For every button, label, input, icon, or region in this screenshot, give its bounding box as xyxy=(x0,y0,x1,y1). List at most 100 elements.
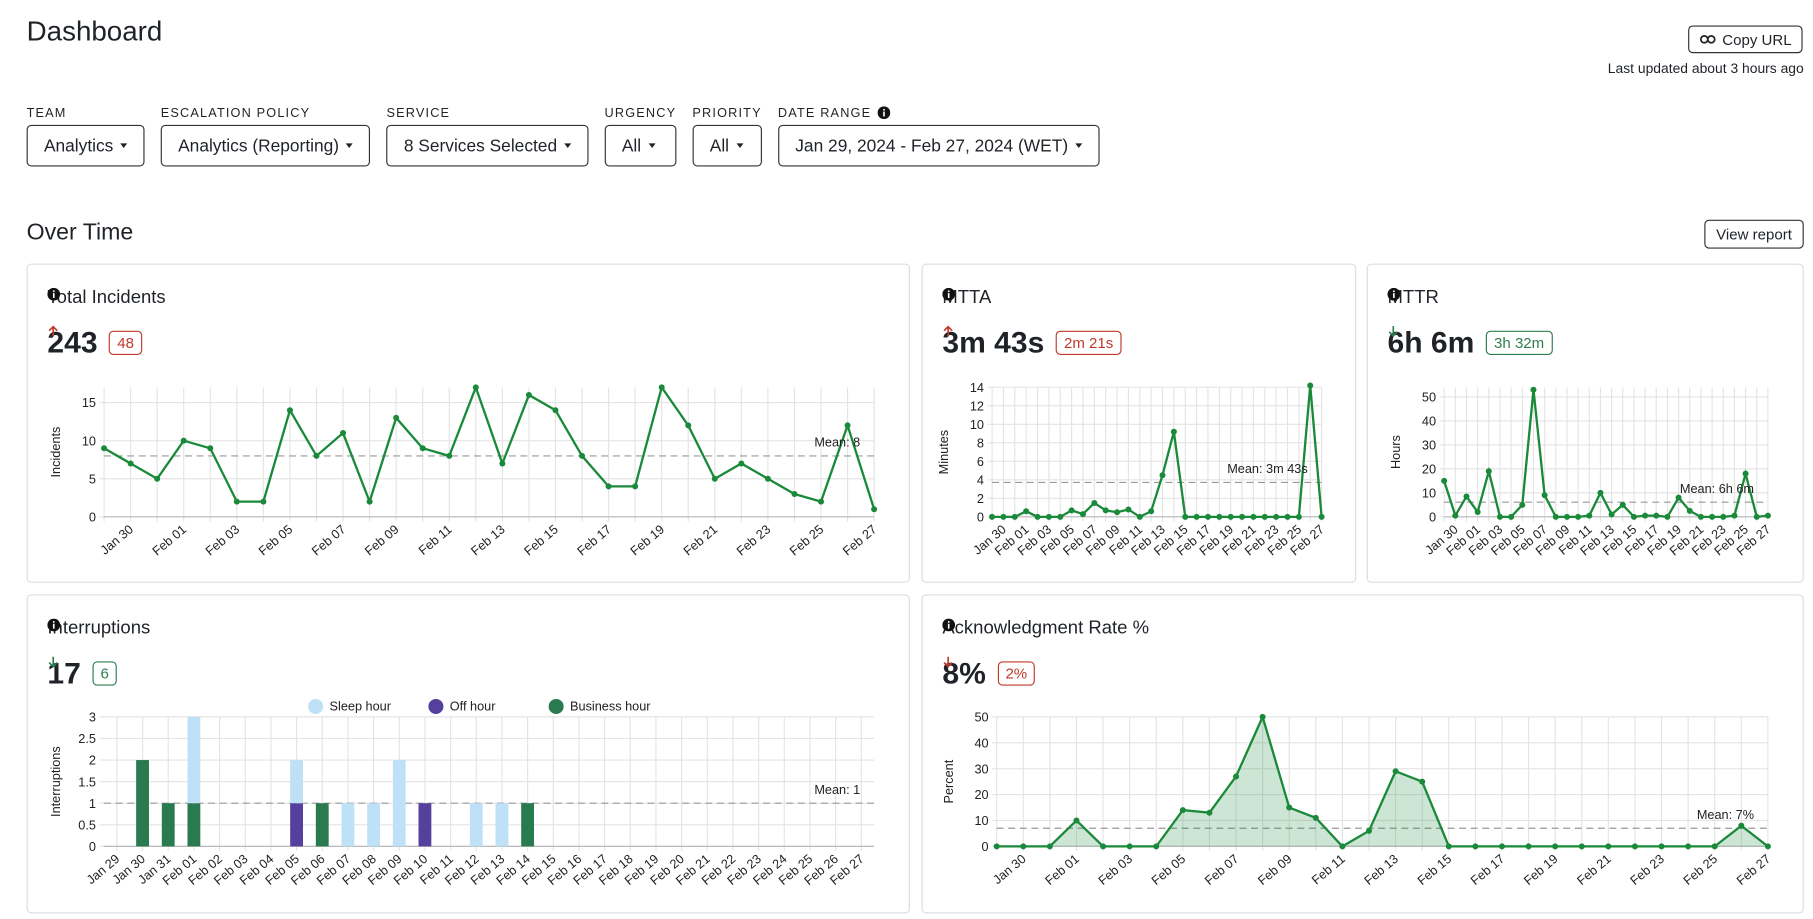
filter-dropdown[interactable]: All xyxy=(692,124,762,167)
point xyxy=(1658,843,1665,850)
legend-swatch xyxy=(548,698,564,714)
chart: Jan 30 Feb 01 Feb 03 Feb 05 Feb 07 Feb 09 Feb … xyxy=(941,710,1774,888)
metric-value: 6h 6m xyxy=(1387,324,1475,360)
point xyxy=(1153,843,1160,850)
point xyxy=(233,498,240,505)
delta-arrow xyxy=(1388,326,1398,338)
link-icon xyxy=(1699,34,1716,44)
point xyxy=(446,452,453,459)
y-tick-label: 30 xyxy=(974,761,988,776)
filter: URGENCY All xyxy=(604,101,677,167)
point xyxy=(1764,843,1771,850)
point xyxy=(1720,513,1727,520)
caret xyxy=(120,143,128,148)
bar-segment xyxy=(315,803,329,847)
x-tick-label: Feb 17 xyxy=(574,522,614,559)
delta-value: 6 xyxy=(100,664,109,683)
metric-row: 8% 2% xyxy=(942,656,1036,692)
point xyxy=(1159,472,1166,479)
bar-segment xyxy=(367,803,381,847)
y-tick-label: 6 xyxy=(977,454,984,469)
point xyxy=(1392,768,1399,775)
point xyxy=(1675,494,1682,501)
point xyxy=(1261,513,1268,520)
filter: TEAM Analytics xyxy=(26,101,145,167)
card-title: MTTA xyxy=(942,287,991,309)
filter-dropdown[interactable]: Analytics (Reporting) xyxy=(160,124,371,167)
point xyxy=(1530,386,1537,393)
view-report-button[interactable]: View report xyxy=(1704,219,1804,249)
legend-label: Sleep hour xyxy=(330,699,392,714)
chart-card: Interruptions 17 6 Jan 29 Jan 30 Jan 31 Feb 01… xyxy=(26,594,910,914)
filter-dropdown[interactable]: All xyxy=(604,124,677,167)
info-icon xyxy=(877,106,890,120)
card-title: Total Incidents xyxy=(47,287,166,309)
point xyxy=(1485,468,1492,475)
x-tick-label: Feb 01 xyxy=(1042,851,1082,888)
arrow-path xyxy=(1388,326,1398,338)
delta-value: 48 xyxy=(117,334,134,352)
caret xyxy=(564,143,571,148)
caret xyxy=(1075,143,1082,148)
y-tick-label: 15 xyxy=(82,395,96,410)
filter-label-text: URGENCY xyxy=(604,105,677,120)
point xyxy=(1020,843,1027,850)
info-icon xyxy=(1387,287,1401,301)
copy-url-label: Copy URL xyxy=(1722,30,1792,48)
delta-badge: 3h 32m xyxy=(1388,326,1553,355)
filter-label-text: SERVICE xyxy=(386,105,451,120)
filter-label-text: DATE RANGE xyxy=(777,105,872,120)
point xyxy=(1452,512,1459,519)
mean-label: Mean: 8 xyxy=(814,435,860,450)
filter-dropdown[interactable]: Analytics xyxy=(26,124,145,167)
bar-segment xyxy=(418,803,432,847)
copy-url-button[interactable]: Copy URL xyxy=(1688,25,1803,54)
point xyxy=(472,384,479,391)
point xyxy=(366,498,373,505)
filter-dropdown[interactable]: Jan 29, 2024 - Feb 27, 2024 (WET) xyxy=(777,124,1100,167)
mean-label: Mean: 3m 43s xyxy=(1227,461,1308,476)
info-dot xyxy=(947,621,950,623)
point xyxy=(1045,513,1052,520)
filter-label-text: TEAM xyxy=(26,105,67,120)
card-title-text: Total Incidents xyxy=(47,287,166,308)
point xyxy=(419,445,426,452)
metric-value: 243 xyxy=(47,324,98,360)
y-tick-label: 0.5 xyxy=(78,817,96,832)
point xyxy=(1126,843,1133,850)
point xyxy=(658,384,665,391)
point xyxy=(1011,513,1018,520)
chart-card: Acknowledgment Rate % 8% 2% Jan 30 Feb 01 Feb… xyxy=(921,594,1804,914)
bar-segment xyxy=(521,803,535,847)
y-tick-label: 0 xyxy=(982,839,989,854)
point xyxy=(871,506,878,513)
point xyxy=(1148,508,1155,515)
filter-value: 8 Services Selected xyxy=(403,135,558,156)
arrow-path xyxy=(943,656,953,668)
card-title: MTTR xyxy=(1387,287,1439,309)
delta-arrow xyxy=(48,656,58,668)
y-tick-label: 2.5 xyxy=(78,731,96,746)
filter: PRIORITY All xyxy=(692,101,762,167)
point xyxy=(393,414,400,421)
x-tick-label: Feb 11 xyxy=(415,522,454,558)
filter-label-text: ESCALATION POLICY xyxy=(160,105,311,120)
point xyxy=(1498,843,1505,850)
delta-arrow xyxy=(48,325,58,337)
point xyxy=(499,460,506,467)
info-icon xyxy=(47,287,61,301)
info-dot xyxy=(947,290,950,293)
point xyxy=(1631,843,1638,850)
filter-dropdown[interactable]: 8 Services Selected xyxy=(386,124,589,167)
y-tick-label: 30 xyxy=(1422,438,1436,453)
x-tick-label: Feb 23 xyxy=(1627,851,1667,888)
point xyxy=(1731,512,1738,519)
card-title-text: Acknowledgment Rate % xyxy=(942,618,1150,639)
point xyxy=(1764,512,1771,519)
delta-badge: 2% xyxy=(943,656,1036,686)
point xyxy=(1227,513,1234,520)
x-tick-label: Jan 30 xyxy=(97,522,136,558)
x-tick-label: Feb 09 xyxy=(1255,851,1295,888)
y-tick-label: 40 xyxy=(1422,414,1436,429)
point xyxy=(1136,513,1143,520)
